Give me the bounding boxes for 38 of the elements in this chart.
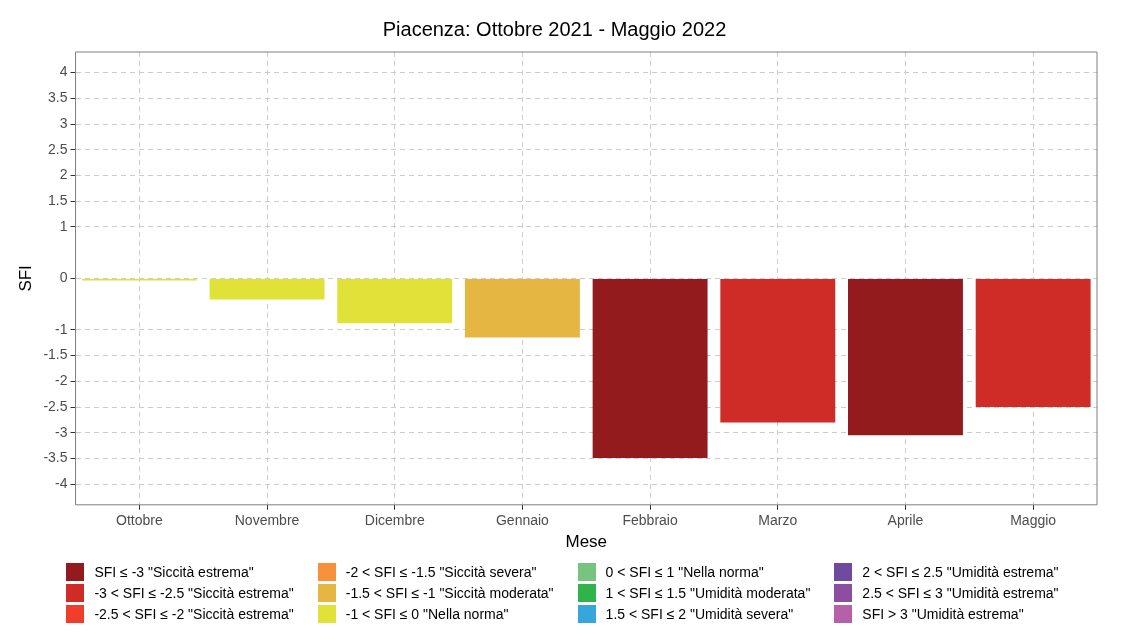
x-tick-label: Febbraio [622,512,678,529]
legend-label: -1 < SFI ≤ 0 "Nella norma" [345,605,509,622]
x-tick-label: Dicembre [364,512,425,529]
x-tick-label: Ottobre [116,512,163,529]
y-tick-label: -2.5 [43,397,68,414]
legend-label: 2 < SFI ≤ 2.5 "Umidità estrema" [862,563,1059,580]
y-tick-label: -3 [55,423,68,440]
y-tick-label: -2 [55,372,68,389]
x-tick-label: Aprile [887,512,924,529]
y-tick-label: 3.5 [48,89,68,106]
legend-label: -2.5 < SFI ≤ -2 "Siccità estrema" [94,605,294,622]
y-tick-label: -1.5 [43,346,68,363]
y-tick-label: 4 [59,63,68,80]
x-tick-label: Novembre [234,512,300,529]
y-tick-label: 1 [59,217,68,234]
legend-label: 1.5 < SFI ≤ 2 "Umidità severa" [605,605,794,622]
legend-label: 2.5 < SFI ≤ 3 "Umidità estrema" [862,584,1059,601]
y-axis-title: SFI [15,265,35,292]
y-tick-label: -4 [55,475,68,492]
y-tick-label: 2.5 [48,140,68,157]
x-axis-title: Mese [565,532,608,552]
legend-label: -3 < SFI ≤ -2.5 "Siccità estrema" [94,584,294,601]
y-tick-label: 3 [59,114,68,131]
legend-label: -1.5 < SFI ≤ -1 "Siccità moderata" [345,584,554,601]
legend-label: SFI > 3 "Umidità estrema" [862,605,1024,622]
y-tick-label: 1.5 [48,192,68,209]
legend-label: 1 < SFI ≤ 1.5 "Umidità moderata" [605,584,811,601]
legend-label: SFI ≤ -3 "Siccità estrema" [94,563,254,580]
legend-label: 0 < SFI ≤ 1 "Nella norma" [605,563,764,580]
x-tick-label: Gennaio [495,512,550,529]
y-tick-label: -1 [55,320,68,337]
y-tick-label: -3.5 [43,449,68,466]
y-tick-label: 2 [59,166,68,183]
y-tick-label: 0 [59,269,68,286]
chart-title: Piacenza: Ottobre 2021 - Maggio 2022 [382,17,727,40]
x-tick-label: Maggio [1010,512,1057,529]
x-tick-label: Marzo [758,512,798,529]
legend-label: -2 < SFI ≤ -1.5 "Siccità severa" [345,563,537,580]
